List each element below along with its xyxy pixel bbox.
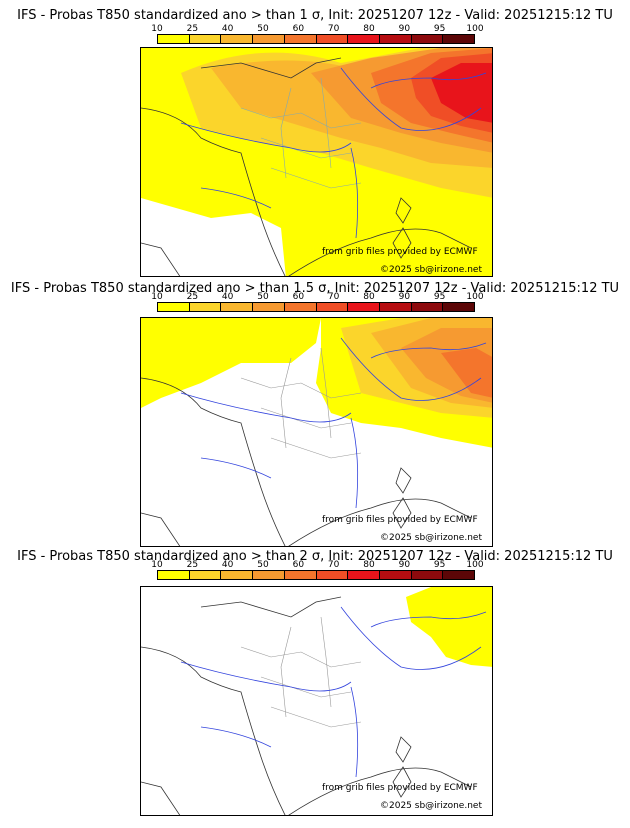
colorbar-swatch: [443, 571, 475, 579]
colorbar-tick-label: 50: [257, 292, 269, 302]
colorbar-swatch: [443, 35, 475, 43]
colorbar-swatch: [158, 303, 190, 311]
colorbar-swatch: [221, 303, 254, 311]
colorbar-tick-label: 50: [257, 24, 269, 34]
panel-2-credit-copyright: ©2025 sb@irizone.net: [380, 533, 482, 543]
panel-3-map: [140, 586, 493, 816]
colorbar-swatch: [253, 35, 285, 43]
colorbar-swatch: [316, 35, 349, 43]
panel-1-credit-copyright: ©2025 sb@irizone.net: [380, 265, 482, 275]
colorbar-tick-label: 10: [151, 292, 163, 302]
colorbar-swatch: [189, 571, 222, 579]
colorbar-tick-label: 80: [363, 560, 375, 570]
colorbar-tick-label: 80: [363, 292, 375, 302]
panel-2-colorbar-ticks: 10 25 40 50 60 70 80 90 95 100: [151, 292, 483, 302]
panel-3-credit-copyright: ©2025 sb@irizone.net: [380, 801, 482, 811]
colorbar-swatch: [348, 35, 380, 43]
colorbar-tick-label: 40: [221, 24, 234, 34]
colorbar-tick-label: 40: [221, 292, 234, 302]
colorbar-swatch: [379, 35, 412, 43]
colorbar-tick-label: 80: [363, 24, 375, 34]
colorbar-tick-label: 90: [398, 24, 411, 34]
colorbar-swatch: [316, 571, 349, 579]
panel-1-title: IFS - Probas T850 standardized ano > tha…: [17, 8, 613, 23]
panel-1-colorbar-ticks: 10 25 40 50 60 70 80 90 95 100: [151, 24, 483, 34]
panel-3-credit-source: from grib files provided by ECMWF: [322, 783, 478, 793]
panel-1-credit-source: from grib files provided by ECMWF: [322, 247, 478, 257]
colorbar-swatch: [411, 35, 444, 43]
colorbar-tick-label: 50: [257, 560, 269, 570]
colorbar-swatch: [379, 571, 412, 579]
colorbar-swatch: [443, 303, 475, 311]
colorbar-tick-label: 95: [433, 560, 446, 570]
panel-2-title: IFS - Probas T850 standardized ano > tha…: [10, 281, 620, 296]
colorbar-tick-label: 25: [186, 24, 199, 34]
panel-1-map: [140, 47, 493, 277]
colorbar-tick-label: 100: [466, 24, 484, 34]
colorbar-swatch: [411, 571, 444, 579]
panel-1-colorbar: [157, 34, 475, 44]
colorbar-tick-label: 10: [151, 24, 163, 34]
colorbar-tick-label: 60: [292, 292, 305, 302]
colorbar-swatch: [316, 303, 349, 311]
panel-3-colorbar-ticks: 10 25 40 50 60 70 80 90 95 100: [151, 560, 483, 570]
colorbar-swatch: [284, 35, 317, 43]
colorbar-swatch: [221, 35, 254, 43]
colorbar-tick-label: 70: [327, 24, 340, 34]
panel-3-title: IFS - Probas T850 standardized ano > tha…: [17, 549, 613, 564]
colorbar-tick-label: 90: [398, 560, 411, 570]
colorbar-tick-label: 40: [221, 560, 234, 570]
colorbar-swatch: [284, 303, 317, 311]
colorbar-tick-label: 90: [398, 292, 411, 302]
colorbar-tick-label: 70: [327, 292, 340, 302]
colorbar-swatch: [158, 571, 190, 579]
colorbar-tick-label: 100: [466, 292, 484, 302]
colorbar-swatch: [189, 35, 222, 43]
panel-3-colorbar: [157, 570, 475, 580]
colorbar-swatch: [379, 303, 412, 311]
colorbar-swatch: [253, 571, 285, 579]
colorbar-tick-label: 100: [466, 560, 484, 570]
colorbar-tick-label: 60: [292, 24, 305, 34]
colorbar-swatch: [284, 571, 317, 579]
colorbar-swatch: [348, 571, 380, 579]
colorbar-tick-label: 95: [433, 24, 446, 34]
colorbar-tick-label: 95: [433, 292, 446, 302]
colorbar-tick-label: 60: [292, 560, 305, 570]
colorbar-swatch: [411, 303, 444, 311]
colorbar-tick-label: 10: [151, 560, 163, 570]
colorbar-swatch: [348, 303, 380, 311]
colorbar-tick-label: 70: [327, 560, 340, 570]
colorbar-tick-label: 25: [186, 560, 199, 570]
colorbar-tick-label: 25: [186, 292, 199, 302]
colorbar-swatch: [221, 571, 254, 579]
panel-2-map: [140, 317, 493, 547]
colorbar-swatch: [253, 303, 285, 311]
panel-2-colorbar: [157, 302, 475, 312]
panel-2-credit-source: from grib files provided by ECMWF: [322, 515, 478, 525]
colorbar-swatch: [189, 303, 222, 311]
colorbar-swatch: [158, 35, 190, 43]
